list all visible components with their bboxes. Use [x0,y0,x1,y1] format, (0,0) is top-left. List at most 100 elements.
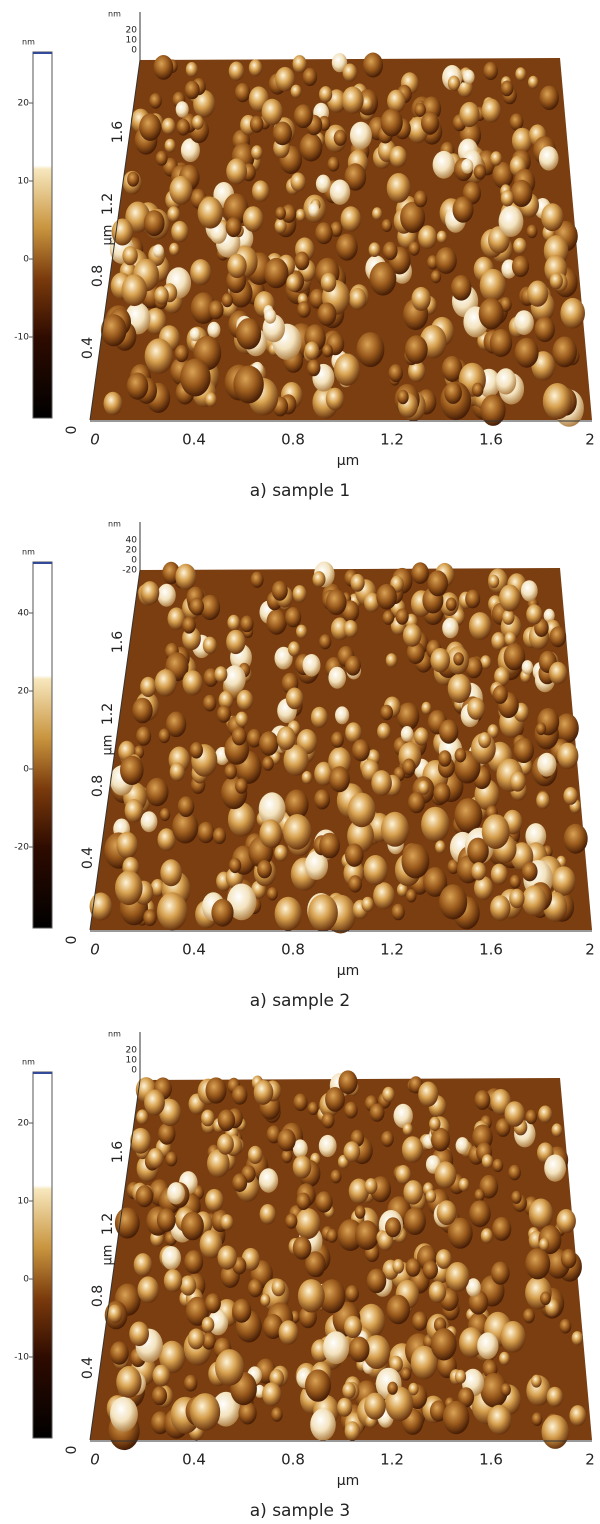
surface-bump [176,118,190,136]
surface-bump [526,224,538,239]
surface-bump [193,90,216,118]
surface-bump [165,711,187,738]
surface-bump [233,365,264,404]
surface-bump [402,758,416,776]
surface-bump [143,210,165,237]
colorbar-unit: nm [22,548,35,557]
colorbar [32,51,53,419]
surface-bump [467,697,485,720]
surface-bump [454,1369,467,1384]
surface-bump [504,631,517,646]
surface-bump [366,1268,387,1294]
z-axis-unit: nm [108,10,121,19]
surface-bump [397,702,420,731]
surface-bump [480,1373,509,1408]
z-tick-label: 40 [126,536,138,546]
surface-bump [221,293,233,308]
surface-bump [345,722,362,743]
surface-bump [217,1133,234,1155]
x-axis-unit: µm [337,453,360,469]
surface-bump [560,297,585,329]
surface-bump [331,53,348,73]
surface-bump [336,233,358,261]
surface-bump [217,1109,236,1132]
surface-bump [382,610,395,625]
surface-bump [539,1238,550,1251]
surface-bump [369,261,397,296]
surface-bump [445,1262,470,1292]
surface-bump [140,811,158,833]
surface-bump [235,778,248,794]
surface-bump [364,592,380,613]
surface-bump [184,80,200,100]
surface-bump [302,67,318,86]
surface-bump [197,196,223,229]
surface-bump [252,180,270,202]
surface-bump [153,55,174,80]
surface-bump [382,241,398,261]
surface-bump [423,867,447,897]
surface-bump [531,1374,542,1388]
surface-bump [549,272,563,290]
surface-bump [557,742,579,769]
surface-bump [540,1291,551,1306]
surface-bump [361,96,373,112]
surface-bump [494,667,510,687]
surface-bump [160,859,182,887]
surface-bump [546,1386,563,1407]
surface-bump [481,814,510,849]
surface-bump [334,353,360,386]
surface-bump [403,1180,424,1205]
surface-bump [381,811,409,847]
x-tick-label: 0.8 [281,1451,305,1469]
surface-bump [285,687,304,710]
surface-bump [450,275,472,301]
surface-bump [271,1278,286,1297]
surface-bump [232,1085,248,1105]
surface-bump [190,292,216,325]
surface-bump [418,1081,439,1107]
surface-bump [212,827,227,845]
surface-bump [235,711,248,728]
surface-bump [227,802,256,837]
surface-bump [274,218,287,234]
surface-bump [445,597,457,611]
surface-bump [325,387,344,411]
z-tick-label: 0 [131,1066,137,1076]
surface-bump [521,660,534,675]
surface-bump [465,656,483,679]
surface-bump [226,158,248,185]
surface-bump [320,272,337,293]
surface-bump [538,146,559,171]
surface-bump [542,383,573,420]
surface-bump [126,372,149,400]
surface-bump [264,308,277,324]
surface-bump [341,86,364,114]
x-tick-label: 0.4 [182,941,206,959]
surface-bump [272,121,292,146]
surface-bump [337,1397,353,1417]
surface-bump [177,796,195,817]
surface-bump [430,648,451,673]
surface-bump [356,332,385,368]
surface-bump [509,888,525,909]
surface-bump [293,104,313,129]
surface-bump [274,844,288,862]
surface-bump [380,108,403,137]
surface-bump [403,1207,426,1235]
surface-bump [430,1328,457,1361]
surface-bump [310,706,328,728]
surface-bump [275,66,295,92]
surface-bump [408,241,420,256]
surface-bump [266,609,287,635]
surface-bump [327,156,340,172]
colorbar [32,561,53,929]
surface-bump [319,634,332,650]
surface-bump [500,80,514,97]
surface-bump [250,571,264,588]
surface-bump [513,737,534,764]
y-tick-label: 1.2 [100,703,116,725]
surface-bump [481,98,501,123]
surface-bump [381,219,392,232]
colorbar-tick-label: -20 [14,843,29,853]
